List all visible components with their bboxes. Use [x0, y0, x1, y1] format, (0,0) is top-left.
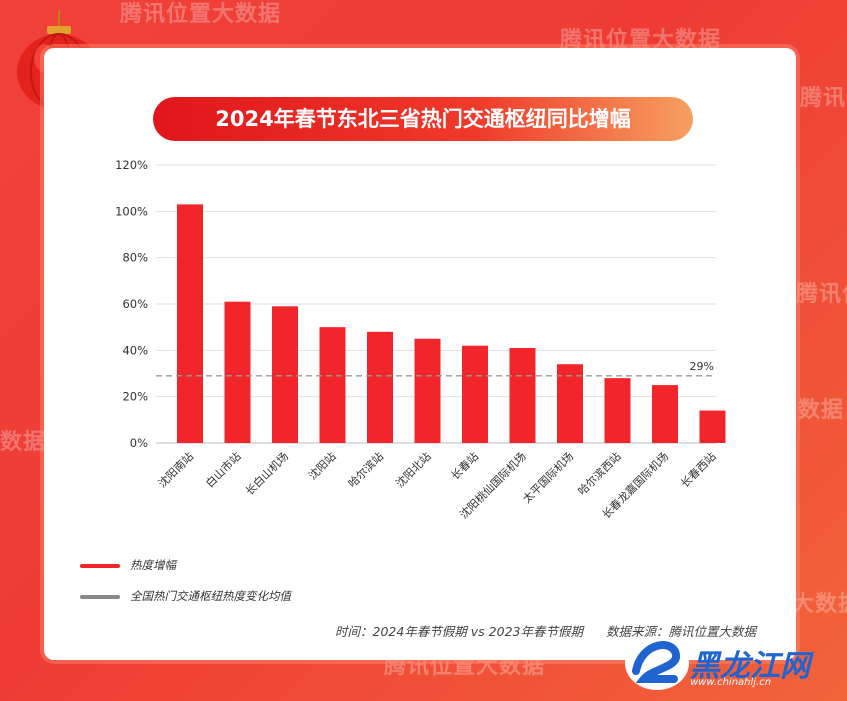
chart-title: 2024年春节东北三省热门交通枢纽同比增幅 [153, 97, 693, 141]
footer-source: 数据来源：腾讯位置大数据 [606, 624, 757, 639]
bar [177, 204, 203, 443]
bar [367, 331, 393, 443]
legend-bar-swatch [80, 563, 120, 568]
bar [319, 327, 346, 443]
bar [699, 410, 726, 443]
legend-line: 全国热门交通枢纽热度变化均值 [80, 588, 291, 604]
y-tick-label: 120% [115, 158, 148, 172]
category-label: 长春站 [448, 449, 481, 482]
watermark-text: 数据 [0, 430, 47, 455]
watermark-text: 腾讯位置大数据 [800, 86, 847, 111]
y-tick-label: 40% [122, 343, 148, 357]
category-label: 白山市站 [203, 449, 244, 490]
bar [224, 301, 251, 443]
category-label: 哈尔滨站 [345, 449, 386, 490]
watermark-text: 腾讯位置大数据 [120, 2, 282, 27]
category-labels: 沈阳南站 白山市站 长白山机场 沈阳站 哈尔滨站 沈阳北站 长春站沈阳桃仙国际机场太平国际机… [155, 449, 719, 521]
reference-line: 29% [156, 360, 716, 377]
legend-bar: 热度增幅 [80, 557, 176, 573]
category-label: 长春西站 [678, 449, 719, 490]
bar [509, 348, 536, 443]
y-tick-label: 80% [122, 251, 148, 265]
category-label: 沈阳北站 [393, 449, 434, 490]
bars [177, 204, 726, 443]
logo-name: 黑龙江网 [690, 649, 810, 684]
category-label: 长白山机场 [242, 449, 291, 498]
category-label: 哈尔滨西站 [575, 449, 624, 498]
watermark-text: 数据 [798, 398, 845, 423]
y-tick-label: 60% [122, 297, 148, 311]
average-line-label: 29% [690, 360, 714, 373]
y-tick-label: 100% [115, 204, 148, 218]
category-label: 沈阳南站 [155, 449, 196, 490]
bar [557, 364, 583, 443]
watermark-text: 腾讯位置大数据 [796, 282, 847, 307]
bar [414, 338, 441, 443]
category-label: 太平国际机场 [520, 449, 577, 506]
category-label: 沈阳站 [305, 449, 338, 482]
bar [272, 306, 298, 443]
logo-icon [625, 636, 689, 690]
watermark-text: 大数据 [792, 592, 847, 617]
legend-bar-label: 热度增幅 [130, 558, 176, 572]
bar [652, 385, 678, 443]
logo-url: www.chinahlj.cn [690, 677, 772, 688]
y-tick-label: 20% [122, 390, 148, 404]
bar [604, 378, 631, 443]
bar [462, 345, 488, 443]
footer-time: 时间：2024年春节假期 vs 2023年春节假期 [335, 624, 583, 639]
y-tick-labels: 0% 20% 40% 60% 80% 100% 120% [115, 158, 148, 450]
y-tick-label: 0% [130, 436, 148, 450]
legend-line-swatch [80, 594, 120, 599]
legend-line-label: 全国热门交通枢纽热度变化均值 [130, 589, 291, 603]
